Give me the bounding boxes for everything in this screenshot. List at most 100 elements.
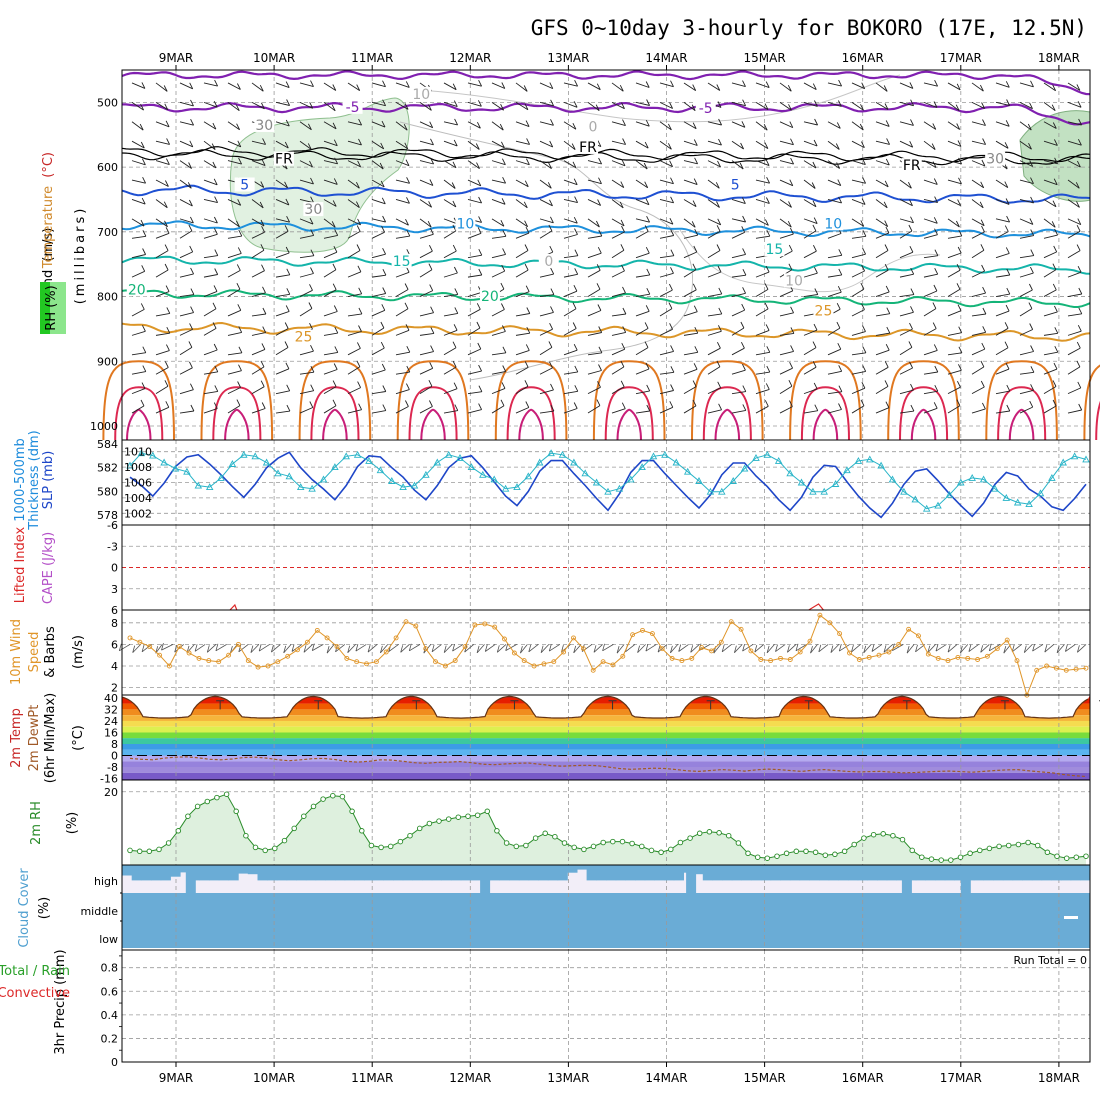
- wind-barb: [611, 82, 624, 92]
- wind10m-barb: [271, 644, 281, 653]
- wind-barb: [899, 267, 915, 278]
- cloud-high-bar: [276, 865, 288, 881]
- wind-barb: [803, 382, 818, 395]
- wind-barb: [587, 157, 603, 165]
- li-spike: [808, 603, 824, 611]
- cloud-high-bar: [151, 865, 162, 881]
- wind-barb: [563, 196, 579, 204]
- warm-contour: [322, 408, 348, 441]
- wind-barb: [875, 285, 890, 297]
- rh2m-point: [909, 847, 915, 854]
- wind-barb: [563, 322, 577, 336]
- wind-barb: [947, 246, 962, 259]
- wind10m-point: [709, 648, 714, 654]
- wind-barb: [923, 344, 938, 356]
- thickness-ylabel: 1000-500mb: [13, 438, 28, 522]
- wind10m-point: [265, 663, 271, 669]
- warm-contour: [224, 408, 250, 441]
- wind-barb: [563, 249, 579, 259]
- wind10m-barb: [548, 643, 560, 652]
- wind-barb: [587, 326, 603, 336]
- wind-barb: [851, 247, 867, 259]
- wind-barb: [179, 245, 194, 259]
- wind-barb: [275, 268, 291, 278]
- rh2m-point: [407, 832, 413, 839]
- rh2m-point: [503, 840, 510, 846]
- wind-barb: [1019, 302, 1033, 317]
- cloud-high-bar: [993, 865, 1004, 881]
- cloud-high-bar: [731, 865, 742, 881]
- rh2m-point: [281, 837, 288, 844]
- rh2m-point: [146, 848, 153, 855]
- wind10m-barb: [863, 644, 872, 654]
- wind10m-point: [1053, 665, 1059, 671]
- wind-barb: [683, 218, 696, 228]
- wind10m-point: [590, 667, 596, 673]
- wind-barb: [299, 344, 314, 356]
- wind-barb: [803, 360, 817, 375]
- wind10m-barb: [830, 644, 840, 653]
- warm-contour: [298, 360, 372, 441]
- wind-barb: [995, 225, 1009, 239]
- wind-barb: [443, 288, 459, 297]
- cloud-high-bar: [441, 865, 452, 881]
- wind-barb: [227, 304, 242, 317]
- wind-barb: [923, 121, 937, 130]
- wind-barb: [371, 268, 387, 278]
- contour-label-4: FR: [903, 158, 921, 174]
- wind-barb: [347, 82, 361, 91]
- wind-barb: [659, 401, 674, 414]
- svg-text:10m Wind: 10m Wind: [9, 619, 24, 685]
- wind-barb: [707, 307, 723, 317]
- wind-barb: [467, 385, 483, 395]
- cloud-high-bar: [1070, 865, 1081, 881]
- wind10m-point: [176, 644, 182, 650]
- wind-barb: [707, 341, 721, 356]
- wind10m-point: [531, 663, 537, 669]
- wind-barb: [875, 218, 889, 227]
- wind-barb: [203, 343, 218, 356]
- slp-point: [1013, 498, 1022, 506]
- slp-point: [866, 455, 874, 463]
- wind-barb: [899, 383, 914, 395]
- wind-barb: [443, 160, 457, 169]
- wind-barb: [659, 160, 674, 168]
- slp-point: [444, 450, 453, 458]
- slp-point: [957, 478, 965, 486]
- rh2m-point: [938, 857, 944, 863]
- wind10m-barb: [194, 644, 206, 652]
- wind-barb: [155, 120, 170, 128]
- wind10m-point: [778, 655, 783, 661]
- wind-barb: [1043, 218, 1056, 228]
- contour-label-11: 20: [128, 282, 146, 298]
- cloud-high-bar: [780, 865, 791, 881]
- rh2m-point: [1054, 853, 1060, 859]
- wind-barb: [707, 325, 722, 336]
- cloud-high-bar: [489, 865, 500, 881]
- precip-tick-0.8: 0.8: [101, 962, 119, 975]
- ytick-500: 500: [97, 96, 118, 109]
- cloud-high-bar: [199, 865, 210, 881]
- rh2m-point: [445, 816, 452, 822]
- wind-barb: [563, 365, 579, 375]
- temp-tick--16: -16: [100, 773, 118, 786]
- wind10m-point: [364, 661, 369, 667]
- wind-barb: [371, 80, 386, 88]
- wind-barb: [515, 101, 529, 111]
- wind-barb: [347, 179, 360, 189]
- wind-barb: [1019, 366, 1035, 375]
- wind-barb: [995, 99, 1011, 106]
- wind-barb: [683, 199, 697, 207]
- temp-band: [122, 778, 1090, 780]
- wind-barb: [923, 101, 938, 108]
- wind-barb: [539, 99, 555, 107]
- wind-barb: [275, 198, 290, 206]
- contour-label-15: 30: [255, 118, 273, 134]
- upper-air-ylabel-temp: Temperature (°C): [41, 152, 56, 269]
- wind-barb: [611, 218, 625, 227]
- cloud-high-bar: [983, 865, 994, 881]
- wind-barb: [563, 268, 579, 278]
- wind-barb: [323, 245, 338, 259]
- wind10m-point: [561, 649, 567, 655]
- wind-barb: [203, 100, 218, 108]
